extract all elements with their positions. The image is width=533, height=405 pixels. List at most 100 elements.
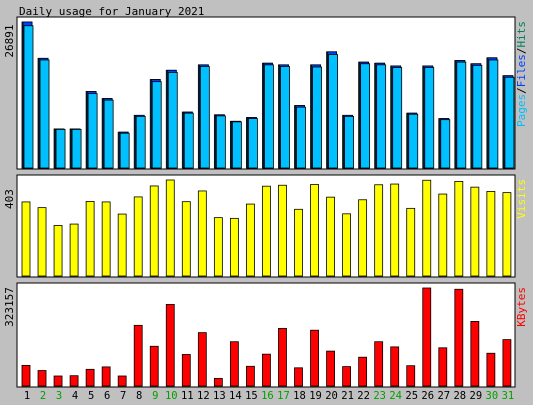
max-value-label-1: 26891 [3,24,16,57]
kbytes-bar [165,304,175,387]
kbytes-bar [470,321,480,387]
pages-bar [264,64,274,169]
pages-bar [344,116,355,169]
kbytes-bar [278,327,287,387]
kbytes-bar [358,356,368,387]
visits-bar [438,193,448,277]
day-label: 17 [277,390,290,402]
pages-bar [312,66,322,169]
kbytes-bar [438,347,448,387]
pages-bar [408,113,419,169]
kbytes-bar [374,341,384,387]
pages-bar [296,106,306,169]
day-label: 1 [24,390,30,402]
day-label: 19 [309,390,322,402]
kbytes-bar [69,375,79,387]
day-label: 6 [104,390,110,402]
day-label: 30 [486,390,499,402]
pages-bar [103,99,114,169]
pages-bar [119,132,130,169]
pages-bar [504,76,515,169]
visits-bar [246,203,255,277]
visits-bar [374,184,384,277]
visits-bar [294,208,303,277]
day-label: 18 [293,390,306,402]
visits-bar [502,192,512,277]
kbytes-bar [294,367,303,387]
legend-1: Pages/Files/Hits [515,21,528,127]
max-value-label-2: 403 [3,189,16,209]
kbytes-bar [406,365,416,387]
kbytes-bar [117,375,127,387]
kbytes-bar [181,354,191,387]
visits-bar [181,201,191,277]
visits-bar [133,196,143,277]
visits-bar [117,213,127,277]
kbytes-bar [21,364,31,387]
visits-bar [422,179,432,277]
pages-bar [424,67,435,169]
legend-entry-files: Files [515,54,528,87]
visits-bar [53,225,63,277]
pages-bar [55,129,66,169]
day-label: 25 [405,390,418,402]
kbytes-bar [390,346,400,387]
legend-entry-kbytes: KBytes [515,287,528,327]
kbytes-bar [502,339,512,387]
day-label: 20 [325,390,338,402]
day-label: 10 [165,390,178,402]
day-label: 16 [261,390,274,402]
kbytes-bar [53,375,63,387]
visits-bar [37,207,47,277]
kbytes-bar [310,329,319,387]
day-label: 27 [437,390,450,402]
legend-entry-visits: Visits [515,179,528,219]
kbytes-bar [197,332,207,387]
day-label: 2 [40,390,46,402]
visits-bar [262,185,271,277]
pages-bar [183,112,194,169]
day-label: 31 [502,390,515,402]
day-label: 13 [213,390,226,402]
pages-bar [231,121,242,169]
pages-bar [151,81,162,169]
day-label: 26 [421,390,434,402]
legend-2: Visits [515,179,528,219]
day-label: 12 [197,390,210,402]
chart-title: Daily usage for January 2021 [19,5,204,18]
kbytes-bar [133,324,143,387]
legend-separator: / [515,48,528,55]
day-label: 3 [56,390,62,402]
day-label: 28 [453,390,466,402]
visits-bar [406,207,416,277]
kbytes-bar [454,288,464,387]
kbytes-bar [326,350,335,387]
visits-bar [85,201,95,277]
day-label: 11 [181,390,194,402]
visits-bar [278,184,287,277]
visits-bar [454,181,464,277]
pages-bar [23,25,34,169]
pages-bar [135,116,146,169]
kbytes-bar [246,365,255,387]
visits-bar [149,185,159,277]
day-label: 23 [373,390,386,402]
pages-bar [39,59,50,169]
pages-bar [456,61,467,169]
visits-bar [342,213,352,277]
kbytes-bar [85,368,95,387]
day-label: 22 [357,390,370,402]
pages-bar [167,72,178,169]
visits-bar [197,190,207,277]
day-label: 15 [245,390,258,402]
pages-bar [215,115,226,169]
legend-separator: / [515,87,528,94]
pages-bar [392,67,403,169]
legend-3: KBytes [515,287,528,327]
visits-bar [69,223,79,277]
pages-bar [248,118,258,169]
visits-bar [101,201,111,277]
visits-bar [470,186,480,277]
